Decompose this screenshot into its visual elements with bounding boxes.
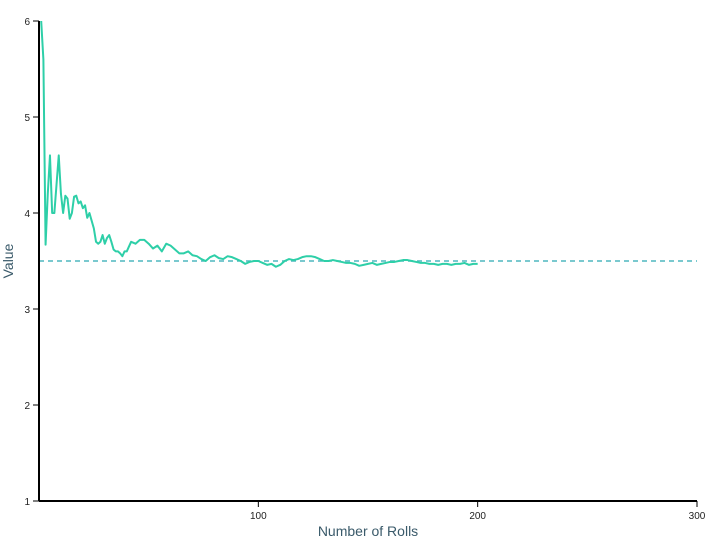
y-tick-label: 3 (24, 305, 30, 316)
y-tick-label: 6 (24, 17, 30, 28)
running-average-line (40, 20, 478, 268)
y-axis-title: Value (0, 243, 16, 278)
y-tick-label: 5 (24, 113, 30, 124)
x-tick-label: 300 (689, 511, 706, 522)
x-axis-ticks: 100 200 300 (250, 501, 706, 522)
x-tick-label: 100 (250, 511, 267, 522)
x-tick-label: 200 (469, 511, 486, 522)
plot-area (39, 20, 697, 268)
y-tick-label: 1 (24, 497, 30, 508)
y-tick-label: 2 (24, 401, 30, 412)
x-axis-title: Number of Rolls (318, 523, 418, 539)
y-axis-ticks: 1 2 3 4 5 6 (24, 17, 39, 508)
y-tick-label: 4 (24, 209, 30, 220)
